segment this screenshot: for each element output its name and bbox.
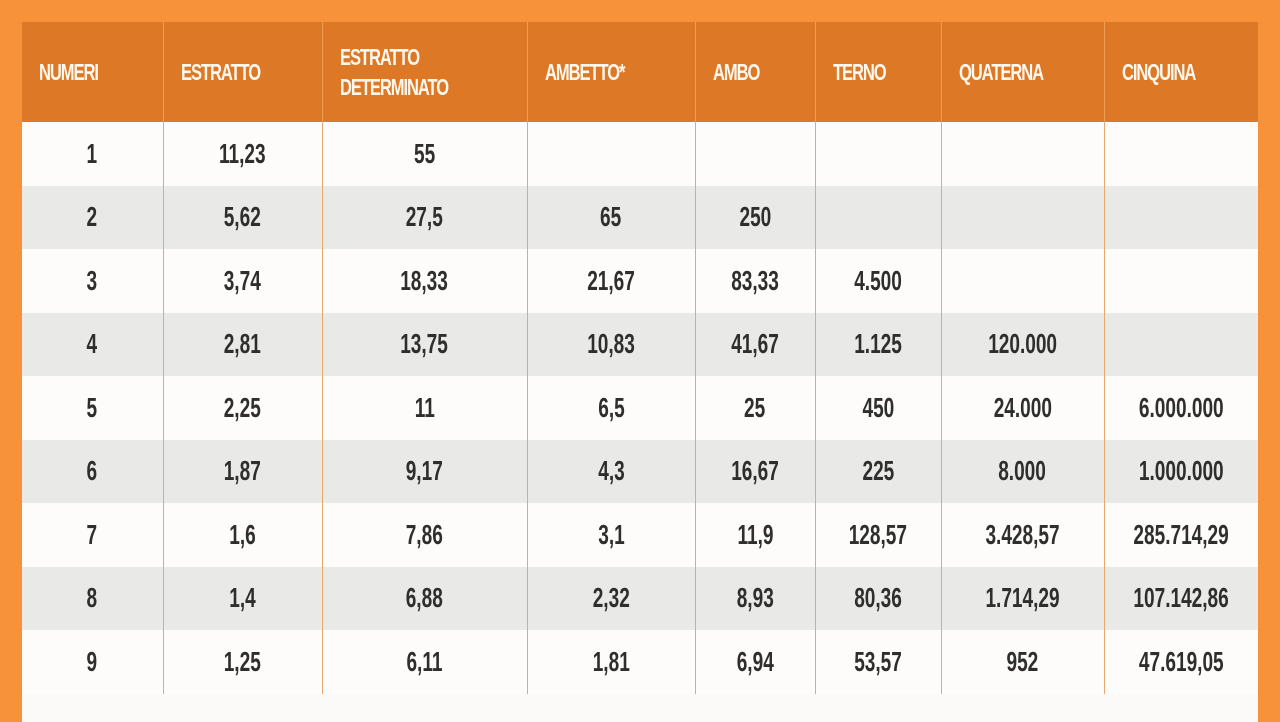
header-ambo: AMBO	[694, 22, 815, 122]
cell-estratto: 1,4	[162, 566, 322, 630]
cell-estratto-determinato: 27,5	[321, 185, 527, 249]
header-numeri: NUMERI	[22, 22, 163, 122]
table-row: 6 1,87 9,17 4,3 16,67 225 8.000 1.000.00…	[22, 439, 1258, 503]
cell-ambo: 83,33	[694, 249, 815, 313]
cell-terno: 1.125	[814, 312, 941, 376]
cell-ambo: 25	[694, 376, 815, 440]
cell-estratto-determinato: 11	[321, 376, 527, 440]
table-row: 1 11,23 55	[22, 122, 1258, 186]
header-estratto-determinato: ESTRATTO DETERMINATO	[321, 22, 527, 122]
cell-cinquina: 107.142,86	[1103, 566, 1258, 630]
cell-cinquina	[1103, 249, 1258, 313]
table-row: 4 2,81 13,75 10,83 41,67 1.125 120.000	[22, 312, 1258, 376]
cell-cinquina	[1103, 185, 1258, 249]
cell-ambo: 11,9	[694, 503, 815, 567]
cell-numeri: 5	[22, 376, 163, 440]
cell-cinquina	[1103, 312, 1258, 376]
table-row: 2 5,62 27,5 65 250	[22, 185, 1258, 249]
cell-cinquina: 285.714,29	[1103, 503, 1258, 567]
cell-estratto-determinato: 13,75	[321, 312, 527, 376]
cell-estratto-determinato: 18,33	[321, 249, 527, 313]
cell-quaterna: 3.428,57	[940, 503, 1104, 567]
cell-ambo: 16,67	[694, 439, 815, 503]
cell-ambetto: 2,32	[526, 566, 695, 630]
cell-ambetto	[526, 122, 695, 186]
cell-numeri: 1	[22, 122, 163, 186]
table-header-row: NUMERI ESTRATTO ESTRATTO DETERMINATO AMB…	[22, 22, 1258, 122]
cell-numeri: 3	[22, 249, 163, 313]
cell-estratto: 1,6	[162, 503, 322, 567]
cell-cinquina: 6.000.000	[1103, 376, 1258, 440]
cell-estratto-determinato: 55	[321, 122, 527, 186]
cell-cinquina: 47.619,05	[1103, 630, 1258, 694]
cell-ambetto: 1,81	[526, 630, 695, 694]
cell-numeri: 6	[22, 439, 163, 503]
cell-numeri: 8	[22, 566, 163, 630]
header-terno: TERNO	[814, 22, 941, 122]
cell-ambo	[694, 122, 815, 186]
cell-ambetto: 65	[526, 185, 695, 249]
cell-quaterna	[940, 122, 1104, 186]
cell-quaterna: 8.000	[940, 439, 1104, 503]
cell-ambo: 6,94	[694, 630, 815, 694]
cell-estratto: 1,25	[162, 630, 322, 694]
table-row: 8 1,4 6,88 2,32 8,93 80,36 1.714,29 107.…	[22, 566, 1258, 630]
cell-ambo: 8,93	[694, 566, 815, 630]
header-cinquina: CINQUINA	[1103, 22, 1258, 122]
header-ambetto: AMBETTO*	[526, 22, 695, 122]
cell-ambo: 250	[694, 185, 815, 249]
cell-ambetto: 10,83	[526, 312, 695, 376]
cell-terno: 4.500	[814, 249, 941, 313]
cell-quaterna	[940, 185, 1104, 249]
cell-terno: 53,57	[814, 630, 941, 694]
header-quaterna: QUATERNA	[940, 22, 1104, 122]
cell-numeri: 2	[22, 185, 163, 249]
cell-quaterna: 24.000	[940, 376, 1104, 440]
cell-estratto-determinato: 9,17	[321, 439, 527, 503]
cell-estratto: 1,87	[162, 439, 322, 503]
cell-terno: 128,57	[814, 503, 941, 567]
table-row: 9 1,25 6,11 1,81 6,94 53,57 952 47.619,0…	[22, 630, 1258, 694]
cell-terno	[814, 185, 941, 249]
cell-ambo: 41,67	[694, 312, 815, 376]
cell-cinquina	[1103, 122, 1258, 186]
cell-ambetto: 3,1	[526, 503, 695, 567]
cell-quaterna: 952	[940, 630, 1104, 694]
cell-numeri: 9	[22, 630, 163, 694]
table-row: 7 1,6 7,86 3,1 11,9 128,57 3.428,57 285.…	[22, 503, 1258, 567]
cell-estratto: 2,25	[162, 376, 322, 440]
cell-ambetto: 4,3	[526, 439, 695, 503]
cell-quaterna: 1.714,29	[940, 566, 1104, 630]
cell-terno: 450	[814, 376, 941, 440]
payout-table-frame: NUMERI ESTRATTO ESTRATTO DETERMINATO AMB…	[22, 22, 1258, 722]
cell-estratto-determinato: 6,88	[321, 566, 527, 630]
cell-quaterna: 120.000	[940, 312, 1104, 376]
cell-numeri: 4	[22, 312, 163, 376]
lotto-payout-table: NUMERI ESTRATTO ESTRATTO DETERMINATO AMB…	[22, 22, 1258, 694]
cell-estratto: 2,81	[162, 312, 322, 376]
cell-estratto: 5,62	[162, 185, 322, 249]
cell-quaterna	[940, 249, 1104, 313]
cell-estratto-determinato: 7,86	[321, 503, 527, 567]
cell-numeri: 7	[22, 503, 163, 567]
cell-cinquina: 1.000.000	[1103, 439, 1258, 503]
cell-ambetto: 21,67	[526, 249, 695, 313]
cell-estratto: 11,23	[162, 122, 322, 186]
cell-terno: 80,36	[814, 566, 941, 630]
cell-estratto-determinato: 6,11	[321, 630, 527, 694]
cell-terno: 225	[814, 439, 941, 503]
table-row: 3 3,74 18,33 21,67 83,33 4.500	[22, 249, 1258, 313]
cell-ambetto: 6,5	[526, 376, 695, 440]
cell-estratto: 3,74	[162, 249, 322, 313]
table-row: 5 2,25 11 6,5 25 450 24.000 6.000.000	[22, 376, 1258, 440]
cell-terno	[814, 122, 941, 186]
header-estratto: ESTRATTO	[162, 22, 322, 122]
